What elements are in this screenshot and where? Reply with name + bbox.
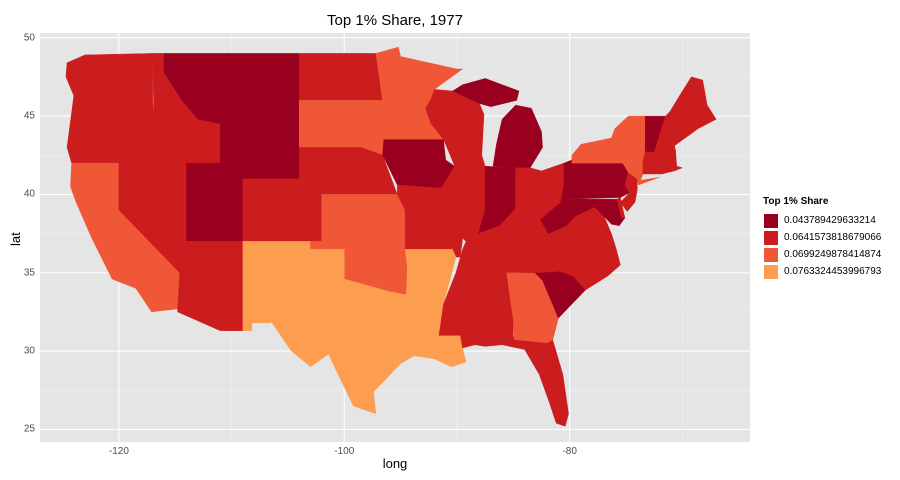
legend-title: Top 1% Share (763, 196, 829, 207)
x-tick-label: -100 (334, 446, 355, 457)
state-kansas (321, 194, 406, 242)
state-florida (483, 335, 569, 427)
y-tick-label: 35 (23, 267, 35, 279)
state-maine (669, 76, 717, 147)
legend-item: 0.043789429633214 (763, 212, 881, 229)
legend-label: 0.043789429633214 (784, 215, 876, 226)
legend-label: 0.0763324453996793 (784, 266, 882, 277)
y-axis-label: lat (8, 232, 23, 246)
state-oregon (66, 95, 155, 164)
legend-item: 0.0641573818679066 (763, 229, 881, 246)
state-delaware (616, 197, 626, 219)
state-north-carolina (521, 247, 621, 291)
map-plot-panel (40, 33, 750, 442)
x-tick-label: -120 (108, 446, 129, 457)
x-tick-label: -80 (562, 446, 577, 457)
state-rhode-island (661, 162, 668, 175)
state-south-dakota (299, 100, 384, 156)
legend-swatch (763, 246, 779, 263)
state-connecticut (642, 162, 663, 175)
legend-item: 0.0763324453996793 (763, 263, 881, 280)
state-pennsylvania (563, 159, 630, 200)
state-wyoming (220, 115, 300, 179)
state-colorado (242, 178, 322, 242)
legend-swatch (763, 229, 779, 246)
state-north-dakota (299, 53, 383, 101)
y-tick-label: 25 (23, 423, 35, 435)
chart-title: Top 1% Share, 1977 (327, 12, 463, 29)
y-tick-label: 50 (23, 32, 35, 44)
legend-item: 0.0699249878414874 (763, 246, 881, 263)
state-mississippi (438, 272, 478, 349)
y-tick-label: 30 (23, 345, 35, 357)
x-axis-label: long (382, 456, 408, 471)
y-tick-label: 40 (23, 188, 35, 200)
y-tick-label: 45 (23, 110, 35, 122)
legend-swatch (763, 212, 779, 229)
state-new-mexico (242, 241, 311, 331)
state-texas (269, 249, 415, 414)
legend: Top 1% Share 0.043789429633214 0.06415738… (763, 196, 881, 280)
legend-label: 0.0641573818679066 (784, 232, 882, 243)
state-layer (65, 46, 717, 427)
legend-label: 0.0699249878414874 (784, 249, 882, 260)
legend-swatch (763, 263, 779, 280)
state-michigan (452, 78, 520, 107)
